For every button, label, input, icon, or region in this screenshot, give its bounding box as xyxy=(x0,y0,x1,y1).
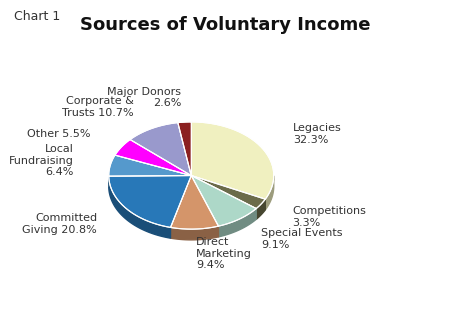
Polygon shape xyxy=(256,199,265,219)
Polygon shape xyxy=(109,175,191,227)
Text: Corporate &
Trusts 10.7%: Corporate & Trusts 10.7% xyxy=(63,96,134,117)
Polygon shape xyxy=(191,175,266,209)
Polygon shape xyxy=(218,209,256,237)
Text: Legacies
32.3%: Legacies 32.3% xyxy=(293,123,342,145)
Text: Committed
Giving 20.8%: Committed Giving 20.8% xyxy=(22,213,97,235)
Polygon shape xyxy=(171,226,218,240)
Polygon shape xyxy=(178,122,191,175)
Polygon shape xyxy=(109,176,171,238)
Polygon shape xyxy=(171,175,218,229)
Polygon shape xyxy=(191,175,256,226)
Text: Major Donors
2.6%: Major Donors 2.6% xyxy=(108,87,181,108)
Text: Direct
Marketing
9.4%: Direct Marketing 9.4% xyxy=(196,237,252,271)
Polygon shape xyxy=(109,155,191,176)
Text: Special Events
9.1%: Special Events 9.1% xyxy=(261,229,342,250)
Text: Local
Fundraising
6.4%: Local Fundraising 6.4% xyxy=(9,144,74,177)
Polygon shape xyxy=(266,175,274,210)
Polygon shape xyxy=(191,122,274,199)
Text: Sources of Voluntary Income: Sources of Voluntary Income xyxy=(80,16,370,34)
Text: Other 5.5%: Other 5.5% xyxy=(27,129,90,139)
Text: Chart 1: Chart 1 xyxy=(14,10,60,23)
Text: Competitions
3.3%: Competitions 3.3% xyxy=(292,206,366,228)
Polygon shape xyxy=(130,123,191,175)
Polygon shape xyxy=(115,139,191,175)
